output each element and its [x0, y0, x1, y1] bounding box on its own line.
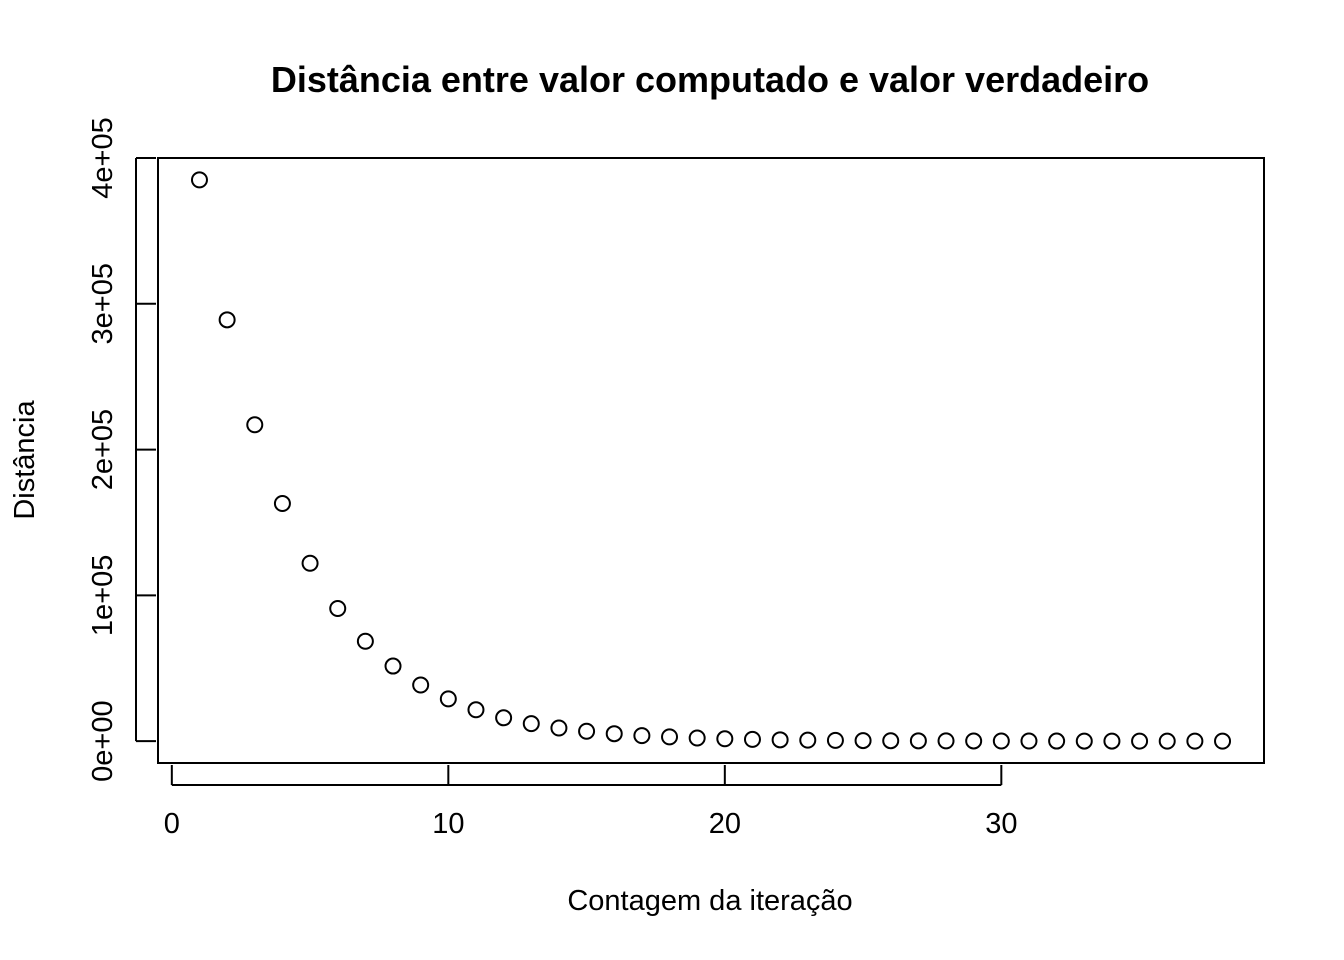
- y-tick-label: 3e+05: [87, 263, 119, 344]
- data-point: [882, 732, 900, 750]
- y-axis-label: Distância: [9, 399, 41, 519]
- data-point: [743, 730, 761, 748]
- data-point: [1158, 732, 1176, 750]
- data-point: [467, 701, 485, 719]
- plot-frame: [157, 157, 1265, 764]
- data-point: [412, 676, 430, 694]
- data-point: [1131, 732, 1149, 750]
- data-point: [605, 725, 623, 743]
- y-tick-label: 4e+05: [87, 117, 119, 198]
- data-point: [1103, 732, 1121, 750]
- data-point: [1048, 732, 1066, 750]
- y-axis: 0e+00 1e+05 2e+05 3e+05 4e+05: [87, 117, 156, 782]
- data-point: [771, 731, 789, 749]
- x-tick-label: 0: [164, 808, 180, 840]
- data-point: [329, 599, 347, 617]
- data-point: [1186, 732, 1204, 750]
- data-point: [965, 732, 983, 750]
- y-tick-label: 0e+00: [87, 700, 119, 781]
- chart-title: Distância entre valor computado e valor …: [271, 59, 1149, 100]
- data-point: [992, 732, 1010, 750]
- data-point: [909, 732, 927, 750]
- data-point: [273, 495, 291, 513]
- data-point: [1020, 732, 1038, 750]
- data-points: [190, 171, 1232, 750]
- data-point: [578, 722, 596, 740]
- data-point: [301, 554, 319, 572]
- y-tick-label: 2e+05: [87, 409, 119, 490]
- data-point: [826, 731, 844, 749]
- x-tick-label: 10: [432, 808, 464, 840]
- data-point: [190, 171, 208, 189]
- data-point: [384, 657, 402, 675]
- x-axis: 0 10 20 30: [164, 765, 1017, 840]
- x-axis-label: Contagem da iteração: [567, 885, 852, 917]
- data-point: [716, 730, 734, 748]
- x-tick-label: 30: [985, 808, 1017, 840]
- data-point: [246, 416, 264, 434]
- data-point: [854, 732, 872, 750]
- data-point: [522, 715, 540, 733]
- data-point: [799, 731, 817, 749]
- data-point: [439, 690, 457, 708]
- data-point: [1214, 732, 1232, 750]
- data-point: [661, 728, 679, 746]
- data-point: [550, 719, 568, 737]
- data-point: [688, 729, 706, 747]
- data-point: [218, 311, 236, 329]
- y-tick-label: 1e+05: [87, 555, 119, 636]
- data-point: [937, 732, 955, 750]
- data-point: [633, 727, 651, 745]
- data-point: [495, 709, 513, 727]
- data-point: [1075, 732, 1093, 750]
- x-tick-label: 20: [709, 808, 741, 840]
- data-point: [356, 632, 374, 650]
